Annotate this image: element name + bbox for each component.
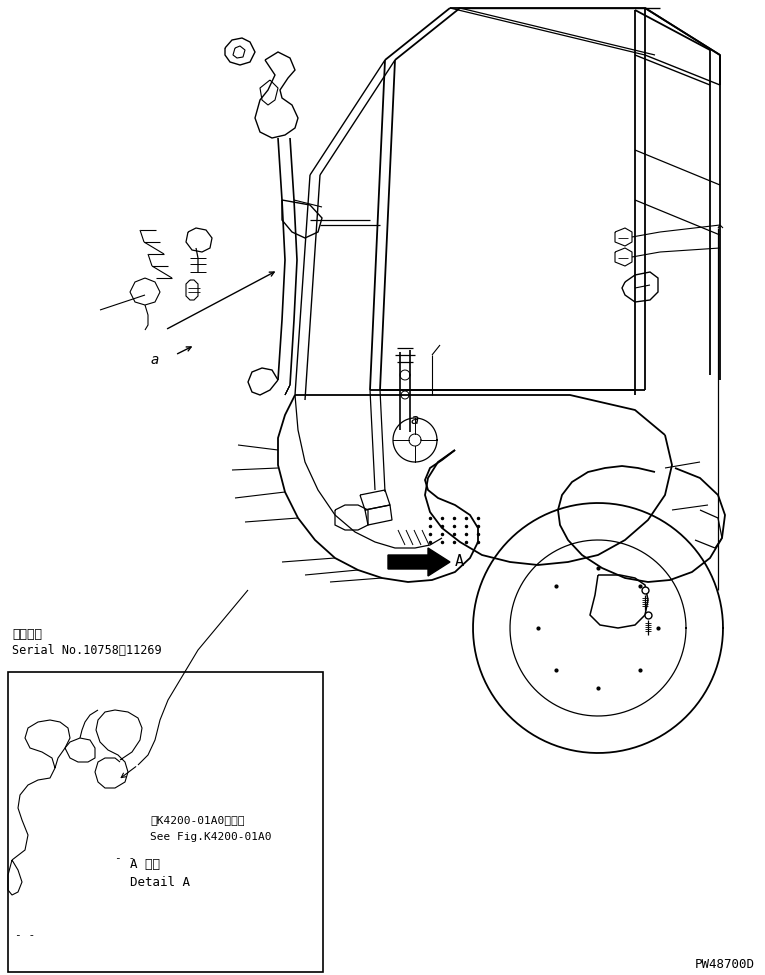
- Text: PW48700D: PW48700D: [695, 958, 755, 971]
- Bar: [8, 672, 323, 972]
- Polygon shape: [388, 548, 450, 576]
- Text: A: A: [455, 555, 464, 569]
- Text: A 詳細: A 詳細: [130, 859, 160, 872]
- Text: 弟K4200-01A0図参照: 弟K4200-01A0図参照: [150, 815, 245, 825]
- Text: a: a: [411, 413, 419, 427]
- Text: Detail A: Detail A: [130, 876, 190, 888]
- Text: 適用号機: 適用号機: [12, 629, 42, 642]
- Text: See Fig.K4200-01A0: See Fig.K4200-01A0: [150, 832, 272, 842]
- Text: - -: - -: [15, 930, 35, 940]
- Text: Serial No.10758～11269: Serial No.10758～11269: [12, 644, 161, 656]
- Text: - -: - -: [115, 853, 135, 863]
- Text: a: a: [151, 353, 159, 367]
